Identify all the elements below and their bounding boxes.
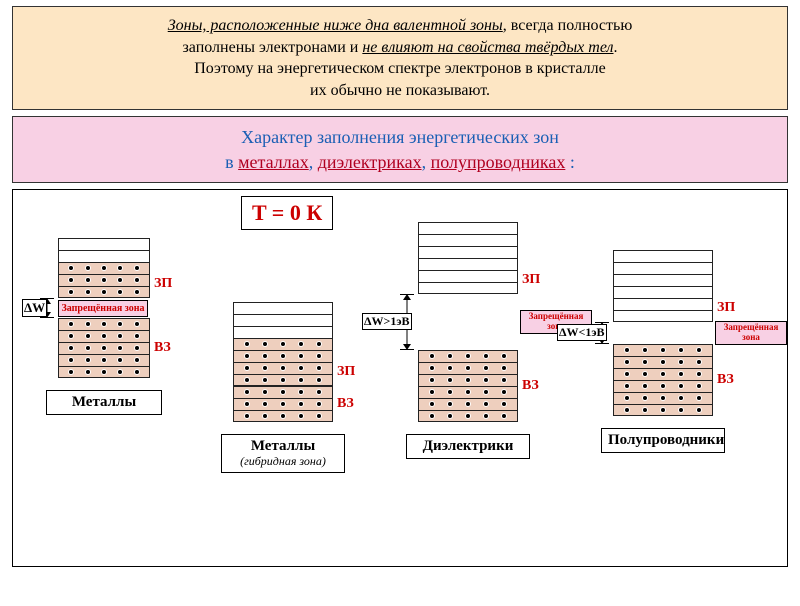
h2-w2: диэлектриках — [318, 152, 422, 172]
temperature-label: T = 0 К — [241, 196, 333, 230]
h2-w1: металлах — [238, 152, 309, 172]
h2-s1: , — [309, 152, 318, 172]
h1-l4: их обычно не показывают. — [310, 82, 490, 99]
h1-l2a: заполнены электронами и — [182, 39, 362, 56]
h1-l1a: Зоны, расположенные ниже дна валентной з… — [168, 17, 503, 34]
h2-colon: : — [565, 152, 575, 172]
h2-w3: полупроводниках — [431, 152, 566, 172]
header-box-1: Зоны, расположенные ниже дна валентной з… — [12, 6, 788, 110]
diagram-area: T = 0 К ЗПВЗΔWЗапрещённая зонаМеталлыЗПВ… — [12, 189, 788, 567]
h2-l1: Характер заполнения энергетических зон — [241, 127, 559, 147]
header-box-2: Характер заполнения энергетических зон в… — [12, 116, 788, 183]
h1-l1b: , всегда полностью — [503, 17, 633, 34]
h1-l3: Поэтому на энергетическом спектре электр… — [194, 60, 606, 77]
h2-s2: , — [422, 152, 431, 172]
h1-l2b: не влияют на свойства твёрдых тел — [362, 39, 613, 56]
h2-l2a: в — [225, 152, 238, 172]
h1-l2c: . — [614, 39, 618, 56]
